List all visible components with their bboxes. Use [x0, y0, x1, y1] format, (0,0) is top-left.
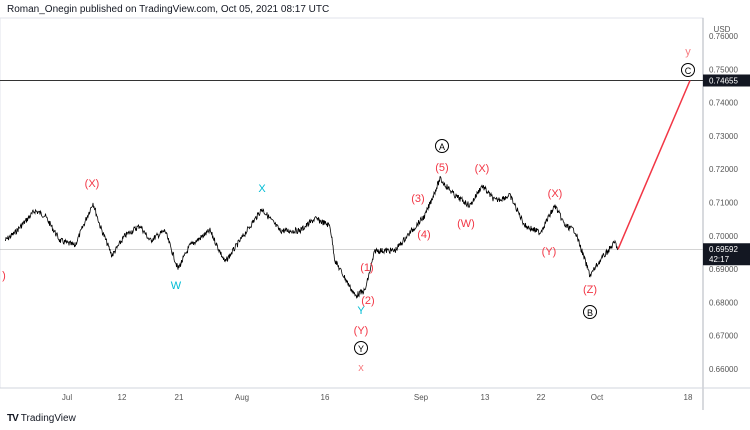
- time-tick: 21: [175, 393, 184, 402]
- wave-circle-icon: [681, 63, 695, 77]
- projection-line[interactable]: [617, 80, 691, 250]
- wave-label[interactable]: (Z): [583, 284, 597, 296]
- time-tick: Oct: [591, 393, 604, 402]
- time-tick: Aug: [235, 393, 249, 402]
- wave-label[interactable]: Y: [358, 344, 364, 354]
- wave-label[interactable]: (X): [85, 178, 100, 190]
- price-tick: 0.67000: [709, 332, 738, 341]
- currency-label: USD: [714, 25, 731, 34]
- wave-label[interactable]: A: [439, 142, 445, 152]
- wave-label[interactable]: (3): [411, 193, 424, 205]
- last-price-value: 0.69592: [709, 245, 738, 254]
- wave-circle-icon: [354, 341, 368, 355]
- price-tick: 0.68000: [709, 298, 738, 307]
- tv-logo-icon: TV: [7, 413, 19, 424]
- target-price-badge: [703, 74, 750, 87]
- wave-label[interactable]: (Y): [542, 246, 557, 258]
- wave-label[interactable]: (X): [475, 163, 490, 175]
- price-tick: 0.69000: [709, 265, 738, 274]
- time-tick: 13: [481, 393, 490, 402]
- wave-label[interactable]: (W): [457, 218, 475, 230]
- wave-label[interactable]: (5): [435, 162, 448, 174]
- time-tick: 16: [321, 393, 330, 402]
- price-tick: 0.72000: [709, 165, 738, 174]
- time-tick: 12: [118, 393, 127, 402]
- price-tick: 0.73000: [709, 132, 738, 141]
- brand-text: TradingView: [20, 413, 76, 424]
- wave-label[interactable]: (4): [417, 229, 430, 241]
- wave-label[interactable]: (X): [548, 188, 563, 200]
- countdown: 42:17: [709, 255, 730, 264]
- time-tick: Jul: [62, 393, 72, 402]
- wave-label[interactable]: C: [685, 66, 692, 76]
- publish-info: Roman_Onegin published on TradingView.co…: [7, 4, 330, 15]
- wave-label[interactable]: X: [258, 183, 266, 195]
- plot-area: [0, 17, 704, 389]
- wave-label[interactable]: Y: [357, 305, 365, 317]
- price-tick: 0.70000: [709, 232, 738, 241]
- wave-label[interactable]: x: [358, 362, 364, 374]
- last-price-badge: [703, 243, 750, 266]
- wave-label[interactable]: y: [685, 46, 691, 58]
- wave-label[interactable]: W: [171, 280, 182, 292]
- time-tick: 18: [684, 393, 693, 402]
- target-price-value: 0.74655: [709, 76, 738, 85]
- wave-label[interactable]: ): [2, 270, 6, 282]
- price-tick: 0.71000: [709, 199, 738, 208]
- price-tick: 0.76000: [709, 32, 738, 41]
- wave-label[interactable]: (Y): [354, 325, 369, 337]
- tradingview-logo[interactable]: TV TradingView: [7, 413, 76, 424]
- time-tick: Sep: [414, 393, 429, 402]
- price-tick: 0.74000: [709, 99, 738, 108]
- price-tick: 0.75000: [709, 65, 738, 74]
- wave-circle-icon: [583, 305, 597, 319]
- time-tick: 22: [537, 393, 546, 402]
- wave-label[interactable]: (2): [361, 295, 374, 307]
- wave-label[interactable]: (1): [360, 262, 373, 274]
- wave-label[interactable]: B: [587, 308, 593, 318]
- price-series: [4, 176, 619, 300]
- wave-circle-icon: [435, 139, 449, 153]
- price-tick: 0.66000: [709, 365, 738, 374]
